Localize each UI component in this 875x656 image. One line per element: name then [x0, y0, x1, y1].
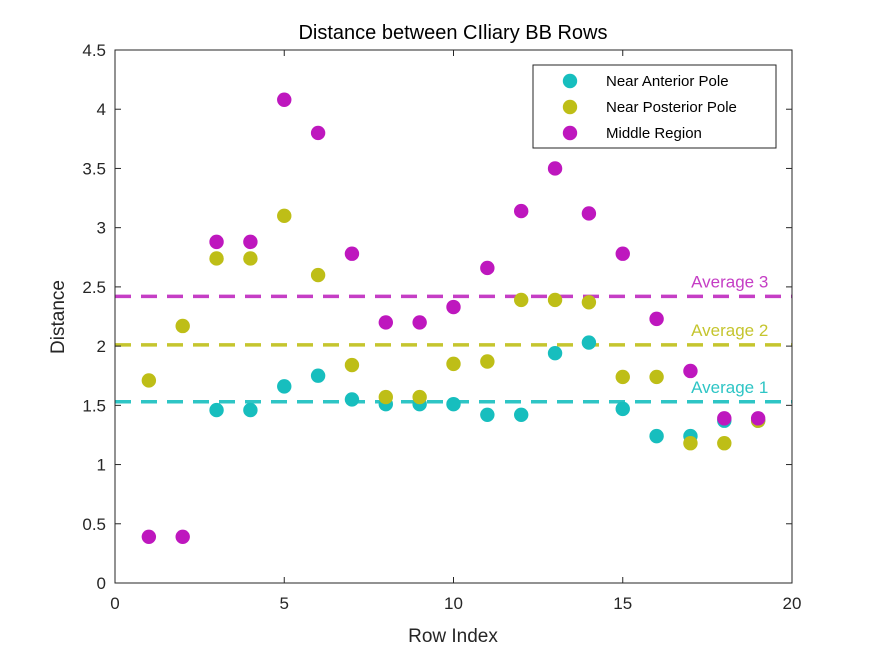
- average-label: Average 2: [691, 321, 768, 340]
- x-tick-label: 0: [110, 594, 119, 613]
- y-tick-label: 2: [97, 337, 106, 356]
- data-point: [547, 346, 563, 361]
- y-tick-label: 2.5: [82, 278, 106, 297]
- y-tick-label: 4.5: [82, 41, 106, 60]
- y-tick-label: 1: [97, 456, 106, 475]
- data-point: [581, 335, 597, 350]
- legend-marker: [562, 99, 578, 115]
- data-point: [615, 369, 630, 385]
- data-point: [344, 246, 360, 261]
- data-point: [547, 292, 563, 308]
- data-point: [581, 295, 597, 310]
- data-point: [649, 311, 664, 327]
- data-point: [480, 354, 495, 369]
- data-point: [209, 234, 224, 250]
- x-tick-label: 15: [613, 594, 632, 613]
- data-point: [277, 92, 292, 107]
- data-point: [277, 379, 292, 394]
- data-point: [446, 356, 461, 372]
- axes: 0 5 10 15 20 0 0.5 1 1.5 2 2.5 3 3.5 4 4.5: [82, 41, 801, 613]
- average-lines: Average 1 Average 2 Average 3: [115, 272, 792, 404]
- series-near-posterior-pole: [141, 208, 766, 451]
- data-point: [446, 396, 461, 412]
- y-tick-label: 0: [97, 574, 106, 593]
- data-point: [412, 315, 427, 330]
- data-point: [547, 161, 563, 176]
- data-point: [615, 246, 630, 261]
- data-point: [649, 369, 664, 385]
- data-point: [717, 436, 732, 451]
- data-point: [141, 373, 157, 388]
- data-point: [480, 260, 495, 276]
- y-tick-label: 3: [97, 219, 106, 238]
- series-middle-region: [141, 92, 766, 545]
- x-axis-label: Row Index: [408, 626, 498, 647]
- chart-title: Distance between CIliary BB Rows: [298, 22, 607, 44]
- data-point: [514, 292, 529, 308]
- data-point: [514, 407, 529, 423]
- data-point: [141, 529, 157, 545]
- data-point: [649, 428, 664, 444]
- data-point: [243, 251, 258, 266]
- data-point: [412, 389, 427, 405]
- legend-label: Middle Region: [606, 125, 702, 142]
- y-tick-label: 4: [97, 100, 106, 119]
- data-point: [277, 208, 292, 224]
- data-point: [683, 363, 698, 379]
- y-tick-label: 3.5: [82, 159, 106, 178]
- y-tick-label: 0.5: [82, 515, 106, 534]
- x-tick-label: 5: [280, 594, 289, 613]
- data-point: [683, 436, 698, 451]
- data-point: [310, 125, 326, 141]
- data-point: [243, 402, 258, 418]
- average-label: Average 1: [691, 378, 768, 397]
- data-point: [175, 318, 190, 334]
- data-point: [344, 392, 360, 407]
- data-point: [480, 407, 495, 423]
- series-near-anterior-pole: [209, 335, 766, 444]
- data-point: [378, 389, 393, 405]
- data-point: [175, 529, 190, 545]
- data-point: [446, 299, 461, 315]
- x-tick-label: 20: [783, 594, 802, 613]
- data-point: [378, 315, 393, 330]
- data-point: [344, 357, 360, 373]
- data-point: [750, 411, 766, 426]
- data-point: [717, 411, 732, 426]
- legend: Near Anterior Pole Near Posterior Pole Mid…: [532, 64, 777, 149]
- data-point: [310, 267, 326, 283]
- data-point: [581, 206, 597, 221]
- y-tick-label: 1.5: [82, 396, 106, 415]
- data-point: [514, 203, 529, 219]
- legend-marker: [562, 73, 578, 89]
- data-point: [209, 251, 224, 266]
- data-point: [615, 401, 630, 417]
- x-tick-label: 10: [444, 594, 463, 613]
- data-point: [209, 402, 224, 418]
- y-axis-label: Distance: [48, 280, 69, 354]
- legend-label: Near Anterior Pole: [606, 73, 729, 90]
- data-point: [310, 368, 326, 383]
- average-label: Average 3: [691, 272, 768, 291]
- data-points: [141, 92, 766, 545]
- legend-marker: [562, 125, 578, 141]
- legend-label: Near Posterior Pole: [606, 99, 737, 116]
- data-point: [243, 234, 258, 250]
